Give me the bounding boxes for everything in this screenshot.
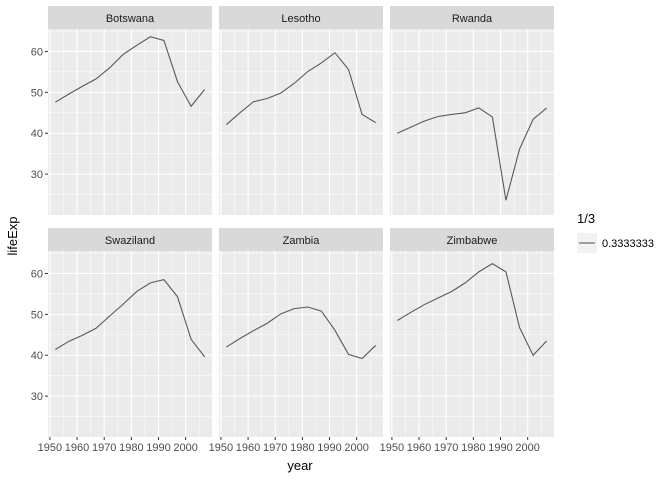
facet-zambia: Zambia xyxy=(219,228,383,437)
x-tick-label: 1970 xyxy=(434,442,458,454)
facet-zimbabwe: Zimbabwe xyxy=(390,228,554,437)
facet-rwanda: Rwanda xyxy=(390,6,554,215)
series-line-lesotho xyxy=(225,51,376,126)
facet-label-zimbabwe: Zimbabwe xyxy=(447,235,498,247)
facet-panels: Botswana Lesotho Rwanda Swaziland Zambia Zimb… xyxy=(48,6,554,437)
facet-label-rwanda: Rwanda xyxy=(452,13,493,25)
x-tick-label: 1990 xyxy=(146,442,170,454)
legend-label: 0.3333333 xyxy=(602,238,654,250)
x-tick-label: 1970 xyxy=(263,442,287,454)
x-tick-label: 2000 xyxy=(173,442,197,454)
x-tick-label: 1950 xyxy=(380,442,404,454)
y-tick-label: 50 xyxy=(31,309,43,321)
y-tick-label: 30 xyxy=(31,391,43,403)
facet-botswana: Botswana xyxy=(48,6,212,215)
y-axis: 30 40 50 60 30 40 50 60 xyxy=(31,46,48,403)
facet-lesotho: Lesotho xyxy=(219,6,383,215)
x-tick-label: 1980 xyxy=(290,442,314,454)
x-tick-label: 1980 xyxy=(461,442,485,454)
legend-title: 1/3 xyxy=(577,211,595,226)
legend: 1/3 0.3333333 xyxy=(577,211,654,253)
x-tick-label: 1990 xyxy=(317,442,341,454)
panel-background-swaziland xyxy=(48,251,212,437)
x-tick-label: 1980 xyxy=(119,442,143,454)
series-line-zambia xyxy=(226,306,377,360)
facet-label-botswana: Botswana xyxy=(106,13,155,25)
series-line-zimbabwe xyxy=(397,263,548,357)
x-tick-label: 1950 xyxy=(38,442,62,454)
y-tick-label: 40 xyxy=(31,128,43,140)
x-tick-label: 1970 xyxy=(92,442,116,454)
x-axis: 1950 1960 1970 1980 1990 2000 1950 1960 1970 1980… xyxy=(38,437,540,454)
facet-strip-zimbabwe xyxy=(390,228,554,251)
facet-strip-botswana xyxy=(48,6,212,29)
x-axis-title: year xyxy=(287,458,313,473)
series-line-rwanda xyxy=(397,107,548,201)
y-tick-label: 50 xyxy=(31,87,43,99)
y-tick-label: 60 xyxy=(31,46,43,58)
x-tick-label: 1960 xyxy=(236,442,260,454)
series-line-botswana xyxy=(55,36,206,108)
facet-strip-swaziland xyxy=(48,228,212,251)
panel-background-rwanda xyxy=(390,29,554,215)
series-line-swaziland xyxy=(55,279,206,358)
y-tick-label: 30 xyxy=(31,169,43,181)
facet-label-zambia: Zambia xyxy=(283,235,321,247)
facet-swaziland: Swaziland xyxy=(48,228,212,437)
x-tick-label: 2000 xyxy=(515,442,539,454)
facet-strip-zambia xyxy=(219,228,383,251)
x-tick-label: 1950 xyxy=(209,442,233,454)
facet-strip-lesotho xyxy=(219,6,383,29)
facet-strip-rwanda xyxy=(390,6,554,29)
y-tick-label: 60 xyxy=(31,268,43,280)
x-tick-label: 1990 xyxy=(488,442,512,454)
panel-background-zambia xyxy=(219,251,383,437)
panel-background-botswana xyxy=(48,29,212,215)
facet-label-swaziland: Swaziland xyxy=(105,235,155,247)
facet-label-lesotho: Lesotho xyxy=(281,13,320,25)
x-tick-label: 2000 xyxy=(344,442,368,454)
y-tick-label: 40 xyxy=(31,350,43,362)
panel-background-zimbabwe xyxy=(390,251,554,437)
y-axis-title: lifeExp xyxy=(5,216,20,255)
x-tick-label: 1960 xyxy=(65,442,89,454)
panel-background-lesotho xyxy=(219,29,383,215)
x-tick-label: 1960 xyxy=(407,442,431,454)
